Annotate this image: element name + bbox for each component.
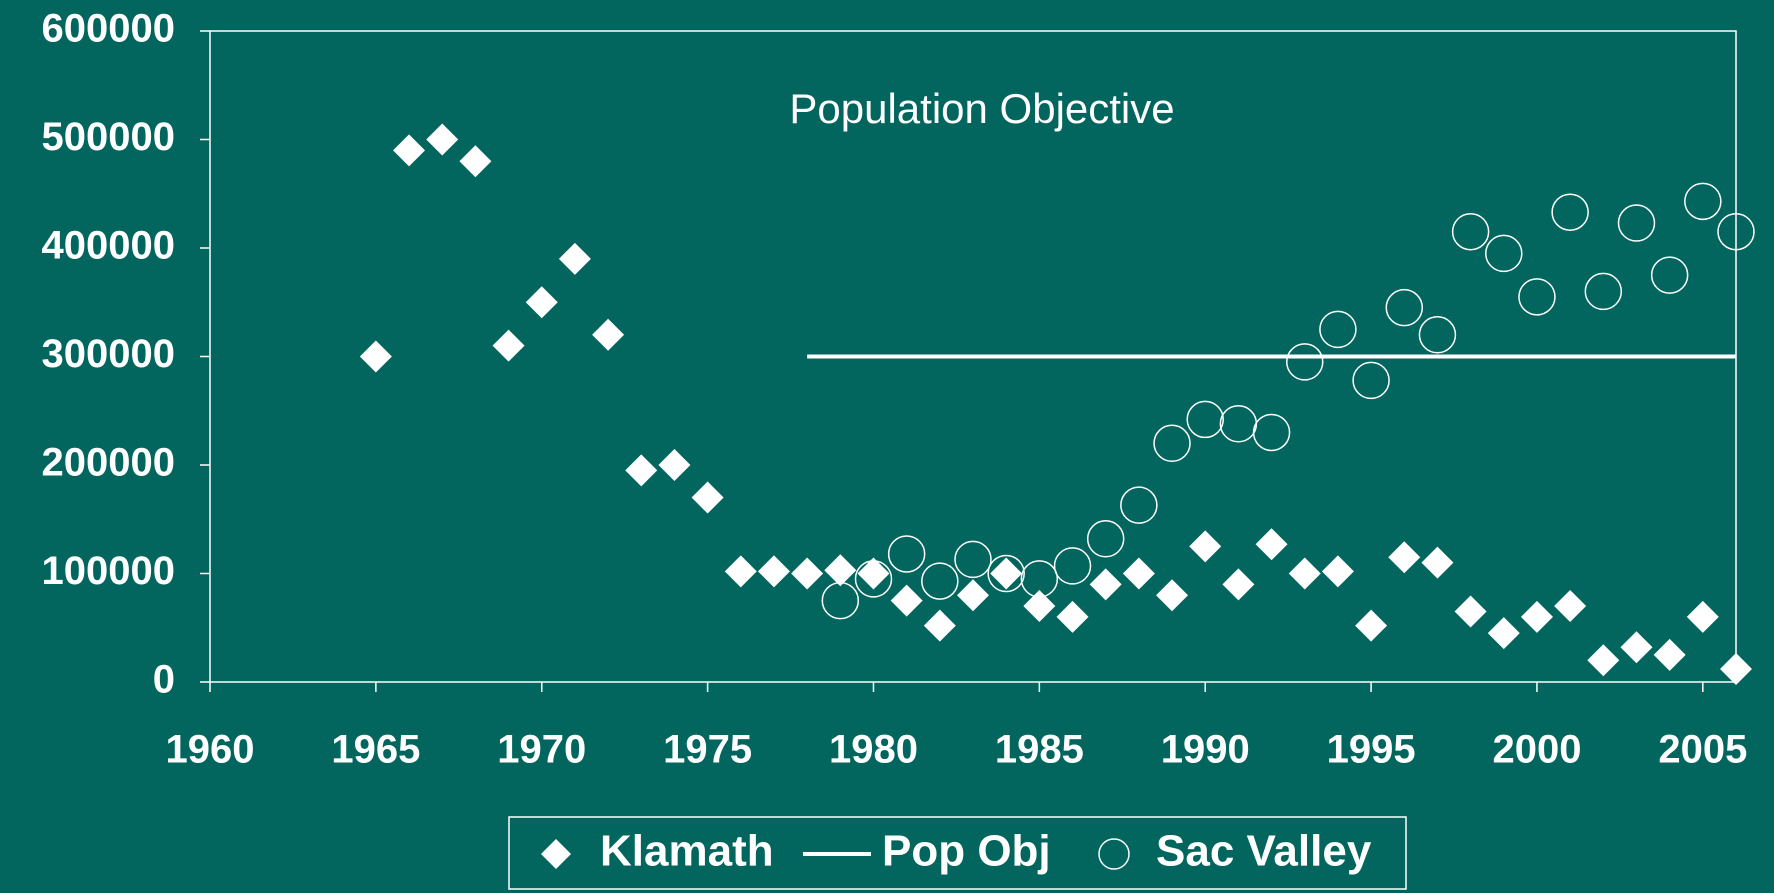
circle-marker — [1650, 256, 1689, 294]
diamond-marker — [1288, 557, 1321, 590]
circle-marker — [1219, 405, 1258, 443]
x-tick-label: 1980 — [829, 728, 918, 772]
circle-marker — [1053, 547, 1092, 585]
diamond-marker — [1454, 595, 1487, 628]
circle-marker — [1252, 413, 1291, 452]
circle-marker — [921, 562, 959, 600]
x-tick-label: 1975 — [663, 728, 752, 772]
circle-marker — [1285, 343, 1324, 381]
x-tick-label: 1965 — [331, 728, 420, 772]
diamond-marker — [1056, 600, 1089, 633]
x-tick-label: 2000 — [1492, 728, 1581, 772]
circle-marker — [1684, 182, 1722, 221]
diamond-marker — [1023, 590, 1056, 623]
diamond-marker — [923, 609, 956, 642]
diamond-marker — [426, 123, 459, 156]
circle-marker — [1186, 400, 1224, 439]
circle-marker — [1319, 310, 1357, 349]
circle-marker — [1617, 204, 1656, 242]
diamond-marker — [890, 584, 923, 617]
x-tick-label: 1995 — [1327, 728, 1416, 772]
diamond-marker — [1189, 530, 1222, 563]
circle-marker — [1451, 212, 1490, 251]
legend-label: Sac Valley — [1156, 827, 1372, 876]
circle-marker — [954, 540, 992, 579]
annotation: Population Objective — [789, 85, 1174, 132]
circle-marker — [987, 554, 1025, 593]
diamond-marker — [824, 554, 857, 587]
diamond-marker — [1520, 600, 1553, 633]
diamond-marker — [1653, 638, 1686, 671]
diamond-marker — [1222, 568, 1255, 601]
diamond-marker — [1587, 644, 1620, 677]
diamond-marker — [393, 134, 426, 167]
x-tick-label: 1970 — [497, 728, 586, 772]
circle-marker — [1020, 560, 1059, 598]
legend-label: Klamath — [600, 827, 774, 876]
circle-marker — [1385, 288, 1424, 327]
circle-marker — [1352, 361, 1390, 400]
x-tick-label: 1960 — [166, 728, 255, 772]
diamond-marker — [1089, 568, 1122, 601]
diamond-marker — [558, 242, 591, 275]
x-tick-label: 1990 — [1161, 728, 1250, 772]
diamond-marker — [957, 579, 989, 612]
y-tick-label: 500000 — [42, 115, 175, 159]
diamond-marker — [1321, 555, 1354, 588]
diamond-marker — [691, 481, 724, 514]
x-tick-label: 1985 — [995, 728, 1084, 772]
y-tick-label: 200000 — [42, 441, 175, 485]
x-tick-label: 2005 — [1658, 728, 1747, 772]
circle-marker — [854, 560, 893, 598]
y-tick-label: 300000 — [42, 332, 175, 376]
circle-marker — [1518, 278, 1556, 316]
diamond-marker — [1122, 557, 1155, 590]
circle-marker — [1551, 193, 1589, 231]
diamond-marker — [724, 555, 757, 588]
diamond-marker — [459, 145, 492, 178]
circle-marker — [1120, 486, 1158, 524]
circle-marker — [1086, 520, 1125, 558]
circle-marker — [1418, 316, 1457, 354]
diamond-marker — [625, 454, 658, 487]
diamond-marker — [658, 449, 691, 481]
diamond-marker — [359, 340, 392, 373]
diamond-marker — [857, 557, 890, 590]
diamond-marker — [1355, 609, 1388, 642]
y-tick-label: 400000 — [42, 224, 175, 268]
diamond-marker — [1388, 541, 1421, 574]
diamond-marker — [1255, 528, 1288, 561]
circle-marker — [1485, 234, 1523, 273]
y-tick-label: 100000 — [42, 549, 175, 593]
diamond-marker — [990, 557, 1023, 590]
diamond-marker — [1156, 579, 1189, 612]
diamond-marker — [592, 318, 625, 351]
diamond-marker — [1720, 652, 1752, 685]
circle-marker — [1717, 212, 1755, 251]
diamond-marker — [757, 555, 790, 588]
circle-marker — [1584, 272, 1623, 311]
diamond-marker — [525, 286, 558, 319]
diamond-marker — [1620, 631, 1653, 664]
legend-circle — [1098, 838, 1130, 870]
legend-label: Pop Obj — [882, 827, 1051, 876]
diamond-marker — [1554, 590, 1587, 623]
diamond-marker — [1421, 546, 1454, 579]
circle-marker — [1153, 424, 1191, 463]
diamond-marker — [1686, 600, 1719, 633]
y-tick-label: 0 — [153, 658, 175, 702]
diamond-marker — [791, 557, 824, 590]
diamond-marker — [1487, 617, 1520, 650]
y-tick-label: 600000 — [42, 7, 175, 51]
circle-marker — [887, 535, 926, 573]
circle-marker — [821, 581, 860, 620]
legend-box — [508, 816, 1407, 890]
diamond-marker — [492, 329, 525, 362]
legend-diamond — [541, 839, 571, 869]
